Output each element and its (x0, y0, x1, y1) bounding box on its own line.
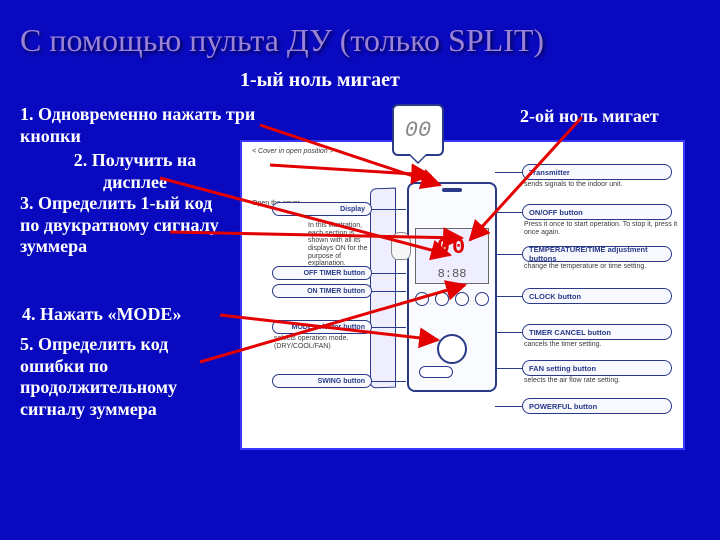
right-label: TIMER CANCEL button (522, 324, 672, 340)
leader-line (372, 209, 406, 210)
screen-clock: 8:88 (438, 267, 467, 281)
left-label: Display (272, 202, 372, 216)
caption-step-4: 4. Нажать «MODE» (22, 304, 181, 326)
leader-line (495, 368, 522, 369)
right-label-sub: sends signals to the indoor unit. (524, 181, 679, 189)
caption-second-zero: 2-ой ноль мигает (520, 106, 659, 128)
leader-line (495, 172, 522, 173)
leader-line (495, 254, 522, 255)
remote-small-button (455, 292, 469, 306)
remote-small-button (475, 292, 489, 306)
left-label: SWING button (272, 374, 372, 388)
leader-line (495, 212, 522, 213)
right-label: TEMPERATURE/TIME adjustment buttons (522, 246, 672, 262)
caption-step-5: 5. Определить код ошибки по продолжитель… (20, 334, 230, 420)
caption-step-2: 2. Получить на дисплее (50, 150, 220, 193)
right-label-sub: change the temperature or time setting. (524, 263, 679, 271)
right-label: CLOCK button (522, 288, 672, 304)
right-label: ON/OFF button (522, 204, 672, 220)
hand-icon (391, 232, 411, 260)
remote-cover (370, 188, 396, 389)
screen-code: 00 (437, 235, 467, 260)
magnifier-value: 00 (405, 118, 431, 143)
left-label-sub: selects operation mode. (DRY/COOL/FAN) (274, 335, 374, 350)
right-label-sub: Press it once to start operation. To sto… (524, 221, 679, 236)
left-label: OFF TIMER button (272, 266, 372, 280)
remote-mode-button (437, 334, 467, 364)
leader-line (495, 296, 522, 297)
remote-small-button (415, 292, 429, 306)
right-label: POWERFUL button (522, 398, 672, 414)
right-label: FAN setting button (522, 360, 672, 376)
remote-small-button (435, 292, 449, 306)
right-label: Transmitter (522, 164, 672, 180)
slide-title: С помощью пульта ДУ (только SPLIT) (20, 22, 544, 59)
leader-line (372, 327, 406, 328)
remote-screen: 00 8:88 (415, 228, 489, 284)
leader-line (372, 291, 406, 292)
leader-line (372, 381, 406, 382)
left-label: MODE selector button (272, 320, 372, 334)
remote-swing-button (419, 366, 453, 378)
right-label-sub: selects the air flow rate setting. (524, 377, 679, 385)
cover-note: < Cover in open position > (252, 148, 334, 156)
slide: С помощью пульта ДУ (только SPLIT) 1-ый … (0, 0, 720, 540)
caption-first-zero: 1-ый ноль мигает (240, 68, 400, 92)
leader-line (495, 332, 522, 333)
right-label-sub: cancels the timer setting. (524, 341, 679, 349)
remote-body: 00 8:88 (407, 182, 497, 392)
display-note: In this illustration, each section is sh… (308, 222, 368, 268)
caption-step-3: 3. Определить 1-ый код по двукратному си… (20, 193, 235, 258)
remote-diagram: < Cover in open position > 00 00 8:88 (240, 140, 685, 450)
left-label: ON TIMER button (272, 284, 372, 298)
remote-button-row (415, 292, 489, 306)
leader-line (372, 273, 406, 274)
leader-line (495, 406, 522, 407)
magnifier-bubble: 00 (392, 104, 444, 156)
